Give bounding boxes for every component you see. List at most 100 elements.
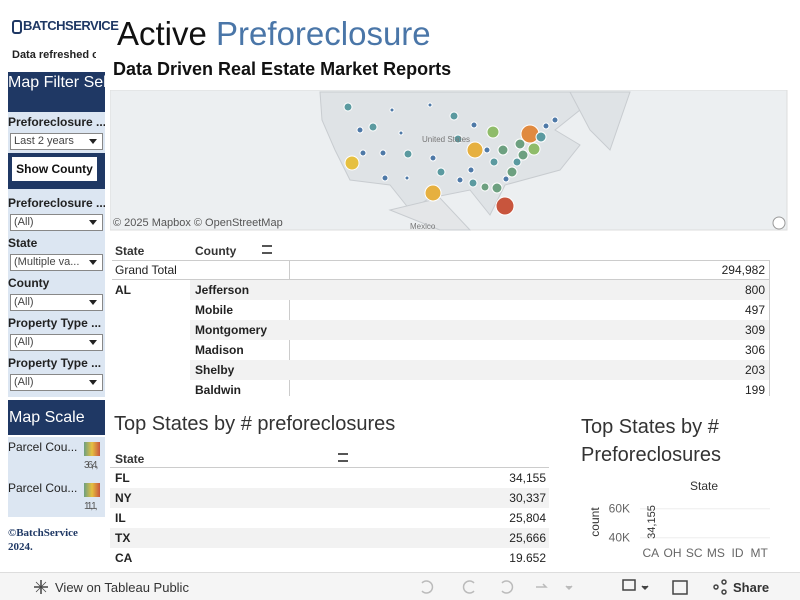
map-info[interactable] — [772, 216, 786, 230]
map-point — [495, 196, 515, 216]
fullscreen[interactable] — [672, 580, 688, 595]
x-tick-label: CA — [642, 546, 659, 560]
count-cell: 34,155 — [509, 471, 546, 485]
scale-label: Parcel Cou... — [8, 440, 78, 454]
map-point — [497, 144, 509, 156]
filter-label: County — [8, 276, 50, 290]
title-part: Preforeclosure — [216, 15, 431, 52]
filter-dropdown[interactable]: (All) — [10, 334, 103, 351]
view-link[interactable]: View on Tableau Public — [55, 580, 189, 595]
header-rule — [112, 260, 770, 261]
scale-swatch — [84, 442, 100, 456]
share-buttons — [622, 579, 727, 595]
grand-total: 294,982 — [721, 263, 765, 277]
map-point — [343, 102, 353, 112]
revert[interactable] — [501, 580, 514, 594]
map-point — [436, 167, 446, 177]
map-point — [359, 149, 367, 157]
x-tick-label: OH — [664, 546, 682, 560]
filter-heading: Map Filter Selection — [8, 72, 105, 112]
refresh[interactable] — [536, 583, 548, 588]
subtitle: Data Driven Real Estate Market Reports — [113, 59, 452, 79]
count-cell: 309 — [744, 323, 765, 337]
map-point — [480, 182, 490, 192]
state-cell: IL — [115, 511, 126, 525]
title-part: Active — [117, 15, 207, 52]
map-point — [468, 178, 478, 188]
x-tick-label: SC — [686, 546, 703, 560]
county-cell: Madison — [195, 343, 244, 357]
state-table-title: Top States by # preforeclosures — [114, 413, 396, 435]
y-tick-label: 40K — [609, 531, 630, 545]
county-cell: Jefferson — [195, 283, 250, 297]
row-band — [190, 280, 769, 300]
grand-total-label: Grand Total — [115, 263, 177, 277]
row-band — [190, 320, 769, 340]
filter-dropdown[interactable]: (All) — [10, 374, 103, 391]
share[interactable]: Share — [733, 580, 770, 595]
row-band — [110, 528, 549, 548]
filter-dropdown[interactable]: Last 2 years — [10, 133, 103, 150]
logo: BATCHSERVICE — [12, 18, 119, 34]
tableau-icon[interactable] — [33, 579, 49, 595]
map-point — [489, 157, 499, 167]
count-cell: 497 — [744, 303, 765, 317]
map: United States Mexico © 2025 Mapbox © Ope… — [110, 90, 788, 231]
copyright: ©BatchService 2024. — [8, 527, 78, 553]
state-cell: CA — [115, 551, 133, 562]
map-point — [466, 141, 484, 159]
map-point — [449, 111, 459, 121]
x-tick-label: MT — [751, 546, 769, 560]
map-point — [429, 154, 437, 162]
state-cell: NY — [115, 491, 132, 505]
chart-title: Top States by # Preforeclosures — [581, 416, 722, 466]
map-point — [491, 182, 503, 194]
count-cell: 306 — [744, 343, 765, 357]
map-point — [398, 130, 404, 136]
map-point — [520, 124, 540, 144]
sort-icon[interactable] — [338, 453, 348, 462]
filter-dropdown[interactable]: (All) — [10, 294, 103, 311]
divider — [769, 261, 770, 396]
map-point — [381, 174, 389, 182]
show-county-button[interactable]: Show County — [8, 153, 105, 189]
map-point — [512, 157, 522, 167]
state-cell: TX — [115, 531, 131, 545]
attribution: © 2025 Mapbox © OpenStreetMap — [113, 217, 283, 229]
country-label: United States — [422, 135, 470, 144]
filter-dropdown[interactable]: (Multiple va... — [10, 254, 103, 271]
map-point — [424, 184, 442, 202]
share-icon[interactable] — [713, 584, 719, 590]
filter-label: Property Type ... — [8, 356, 102, 370]
map-point — [344, 155, 360, 171]
map-point — [456, 176, 464, 184]
row-band — [110, 488, 549, 508]
column-header: State — [115, 452, 145, 466]
redo[interactable] — [462, 580, 475, 594]
filter-label: Preforeclosure ... — [8, 115, 105, 129]
map-point — [483, 146, 491, 154]
map-point — [403, 149, 413, 159]
map-point — [535, 131, 547, 143]
land — [319, 91, 581, 216]
count-cell: 199 — [744, 383, 765, 397]
county-cell: Mobile — [195, 303, 233, 317]
count-cell: 203 — [744, 363, 765, 377]
more[interactable] — [565, 585, 573, 591]
x-header: State — [690, 479, 718, 493]
state-cell: FL — [115, 471, 130, 485]
value-label: 34,155 — [646, 505, 658, 539]
download[interactable] — [622, 579, 636, 591]
count-cell: 25,804 — [509, 511, 546, 525]
undo[interactable] — [421, 580, 434, 594]
history-buttons — [421, 580, 573, 594]
scale-heading-text: Map Scale — [9, 409, 85, 426]
filter-dropdown[interactable]: (All) — [10, 214, 103, 231]
table-body: FL 34,155 NY 30,337 IL 25,804 TX 25,666 CA 19,652 — [110, 468, 549, 562]
map-point — [517, 149, 529, 161]
sort-icon[interactable] — [262, 245, 272, 254]
scale-heading: Map Scale — [8, 400, 105, 435]
map-point — [551, 116, 559, 124]
map-points — [343, 102, 559, 216]
